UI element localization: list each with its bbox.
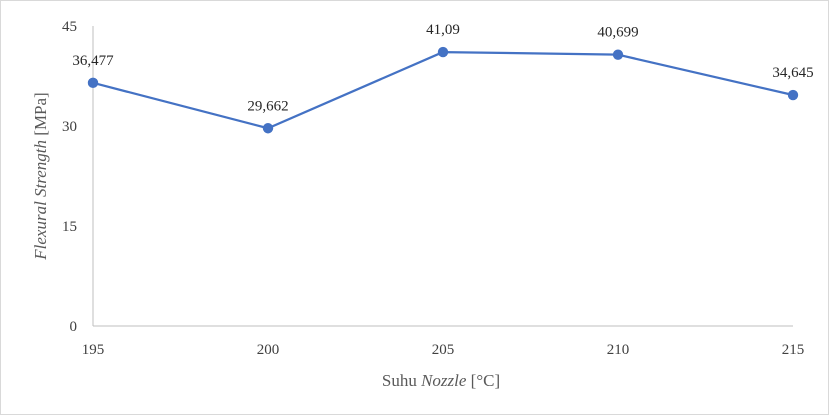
y-tick-label: 45 — [62, 19, 77, 35]
x-tick-label: 195 — [82, 342, 105, 358]
x-tick-label: 205 — [432, 342, 455, 358]
data-label: 36,477 — [72, 53, 114, 69]
tick-labels: 0 15 30 45 195 200 205 210 215 — [62, 19, 804, 358]
data-point — [612, 49, 624, 60]
x-axis-title-part: Suhu — [382, 371, 421, 390]
x-axis-title: Suhu Nozzle [°C] — [382, 371, 500, 390]
x-tick-label: 200 — [257, 342, 280, 358]
data-point — [87, 77, 99, 89]
data-point — [437, 46, 449, 58]
y-tick-label: 15 — [62, 219, 77, 235]
data-point — [787, 89, 799, 101]
y-axis-title-part: [MPa] — [31, 92, 50, 140]
series-group — [87, 46, 799, 134]
data-label: 41,09 — [426, 22, 460, 38]
y-tick-label: 30 — [62, 119, 77, 135]
data-label: 34,645 — [772, 65, 813, 81]
x-axis-title-part: [°C] — [466, 371, 500, 390]
data-labels: 36,477 29,662 41,09 40,699 34,645 — [72, 22, 813, 114]
x-axis-title-part: Nozzle — [420, 371, 467, 390]
data-label: 29,662 — [247, 98, 288, 114]
x-tick-label: 210 — [607, 342, 630, 358]
chart-axes — [92, 26, 793, 327]
x-tick-label: 215 — [782, 342, 805, 358]
y-tick-label: 0 — [70, 319, 78, 335]
data-label: 40,699 — [597, 25, 638, 41]
y-axis-title-part: Flexural Strength — [31, 140, 50, 261]
series-line — [92, 50, 794, 130]
data-point — [262, 123, 274, 134]
y-axis-title: Flexural Strength [MPa] — [31, 92, 50, 260]
